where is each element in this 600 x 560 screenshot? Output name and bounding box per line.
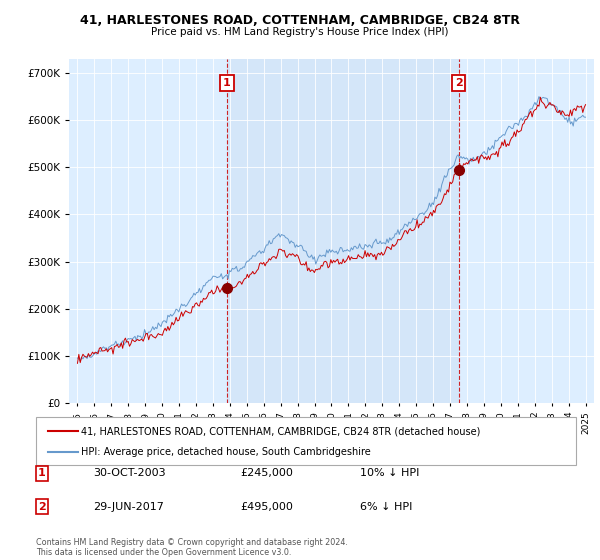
Text: 41, HARLESTONES ROAD, COTTENHAM, CAMBRIDGE, CB24 8TR: 41, HARLESTONES ROAD, COTTENHAM, CAMBRID… (80, 14, 520, 27)
Text: Price paid vs. HM Land Registry's House Price Index (HPI): Price paid vs. HM Land Registry's House … (151, 27, 449, 37)
Text: 1: 1 (223, 78, 231, 88)
Text: 2: 2 (455, 78, 463, 88)
Text: £495,000: £495,000 (240, 502, 293, 512)
Text: HPI: Average price, detached house, South Cambridgeshire: HPI: Average price, detached house, Sout… (81, 447, 371, 457)
Text: 29-JUN-2017: 29-JUN-2017 (93, 502, 164, 512)
Text: Contains HM Land Registry data © Crown copyright and database right 2024.
This d: Contains HM Land Registry data © Crown c… (36, 538, 348, 557)
Text: 30-OCT-2003: 30-OCT-2003 (93, 468, 166, 478)
Text: 41, HARLESTONES ROAD, COTTENHAM, CAMBRIDGE, CB24 8TR (detached house): 41, HARLESTONES ROAD, COTTENHAM, CAMBRID… (81, 426, 481, 436)
Text: 6% ↓ HPI: 6% ↓ HPI (360, 502, 412, 512)
Text: 2: 2 (38, 502, 46, 512)
Bar (227, 59, 458, 403)
Text: £245,000: £245,000 (240, 468, 293, 478)
Text: 10% ↓ HPI: 10% ↓ HPI (360, 468, 419, 478)
Text: 1: 1 (38, 468, 46, 478)
